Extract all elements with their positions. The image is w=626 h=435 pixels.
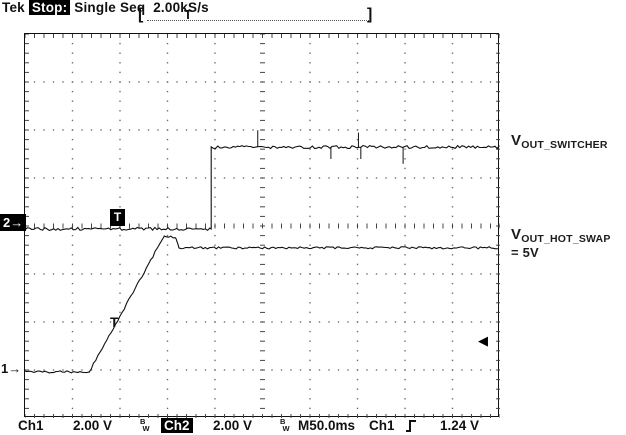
waveform-plot: [25, 34, 500, 418]
trigger-point-marker-icon: T: [110, 209, 125, 226]
ch2-readout-label-selected: Ch2: [161, 418, 193, 433]
trigger-level-arrow-icon: ◀: [478, 333, 488, 348]
graticule: [24, 33, 500, 418]
annotation-ch1-v: V: [511, 226, 522, 243]
record-view-right-bracket: ]: [367, 6, 373, 23]
sample-rate-label: 2.00kS/s: [153, 0, 209, 15]
ch2-bandwidth-limit-icon: B W: [280, 417, 290, 433]
ch2-scale-readout: 2.00 V: [213, 418, 253, 433]
acquisition-mode-label: Single Seq: [74, 0, 146, 15]
record-view-trigger-t-icon: T: [184, 7, 192, 22]
rising-edge-icon: [405, 419, 418, 435]
brand-label: Tek: [2, 0, 25, 15]
acquisition-status-badge: Stop:: [28, 0, 71, 15]
timebase-readout: M50.0ms: [298, 418, 356, 433]
annotation-ch2-sub: OUT_SWITCHER: [521, 139, 608, 151]
ch1-bandwidth-limit-icon: B W: [140, 417, 150, 433]
trace-ch1: [25, 235, 498, 374]
bw-b: B: [140, 417, 146, 426]
trace-ch2: [25, 144, 500, 232]
annotation-ch1-sub: OUT_HOT_SWAP: [521, 233, 611, 245]
ch1-ground-marker: 1→: [1, 361, 22, 376]
trigger-source-readout: Ch1: [369, 418, 395, 433]
annotation-vout-hot-swap: VOUT_HOT_SWAP = 5V: [511, 226, 611, 260]
bw-w2: W: [282, 423, 290, 433]
bw-w: W: [142, 423, 150, 433]
record-view-line: [147, 20, 371, 21]
trigger-time-marker-icon: T: [110, 314, 119, 330]
ch2-ground-marker: 2→: [0, 214, 27, 231]
ch1-readout-label: Ch1: [18, 418, 44, 433]
annotation-ch1-value: = 5V: [511, 245, 539, 260]
ch1-scale-readout: 2.00 V: [73, 418, 113, 433]
trigger-level-readout: 1.24 V: [440, 418, 480, 433]
bw-b2: B: [280, 417, 286, 426]
record-view-left-bracket: [: [138, 6, 144, 23]
annotation-ch2-v: V: [511, 132, 522, 149]
header-row: Tek Stop: Single Seq 2.00kS/s: [2, 0, 209, 15]
annotation-vout-switcher: VOUT_SWITCHER: [511, 132, 608, 151]
